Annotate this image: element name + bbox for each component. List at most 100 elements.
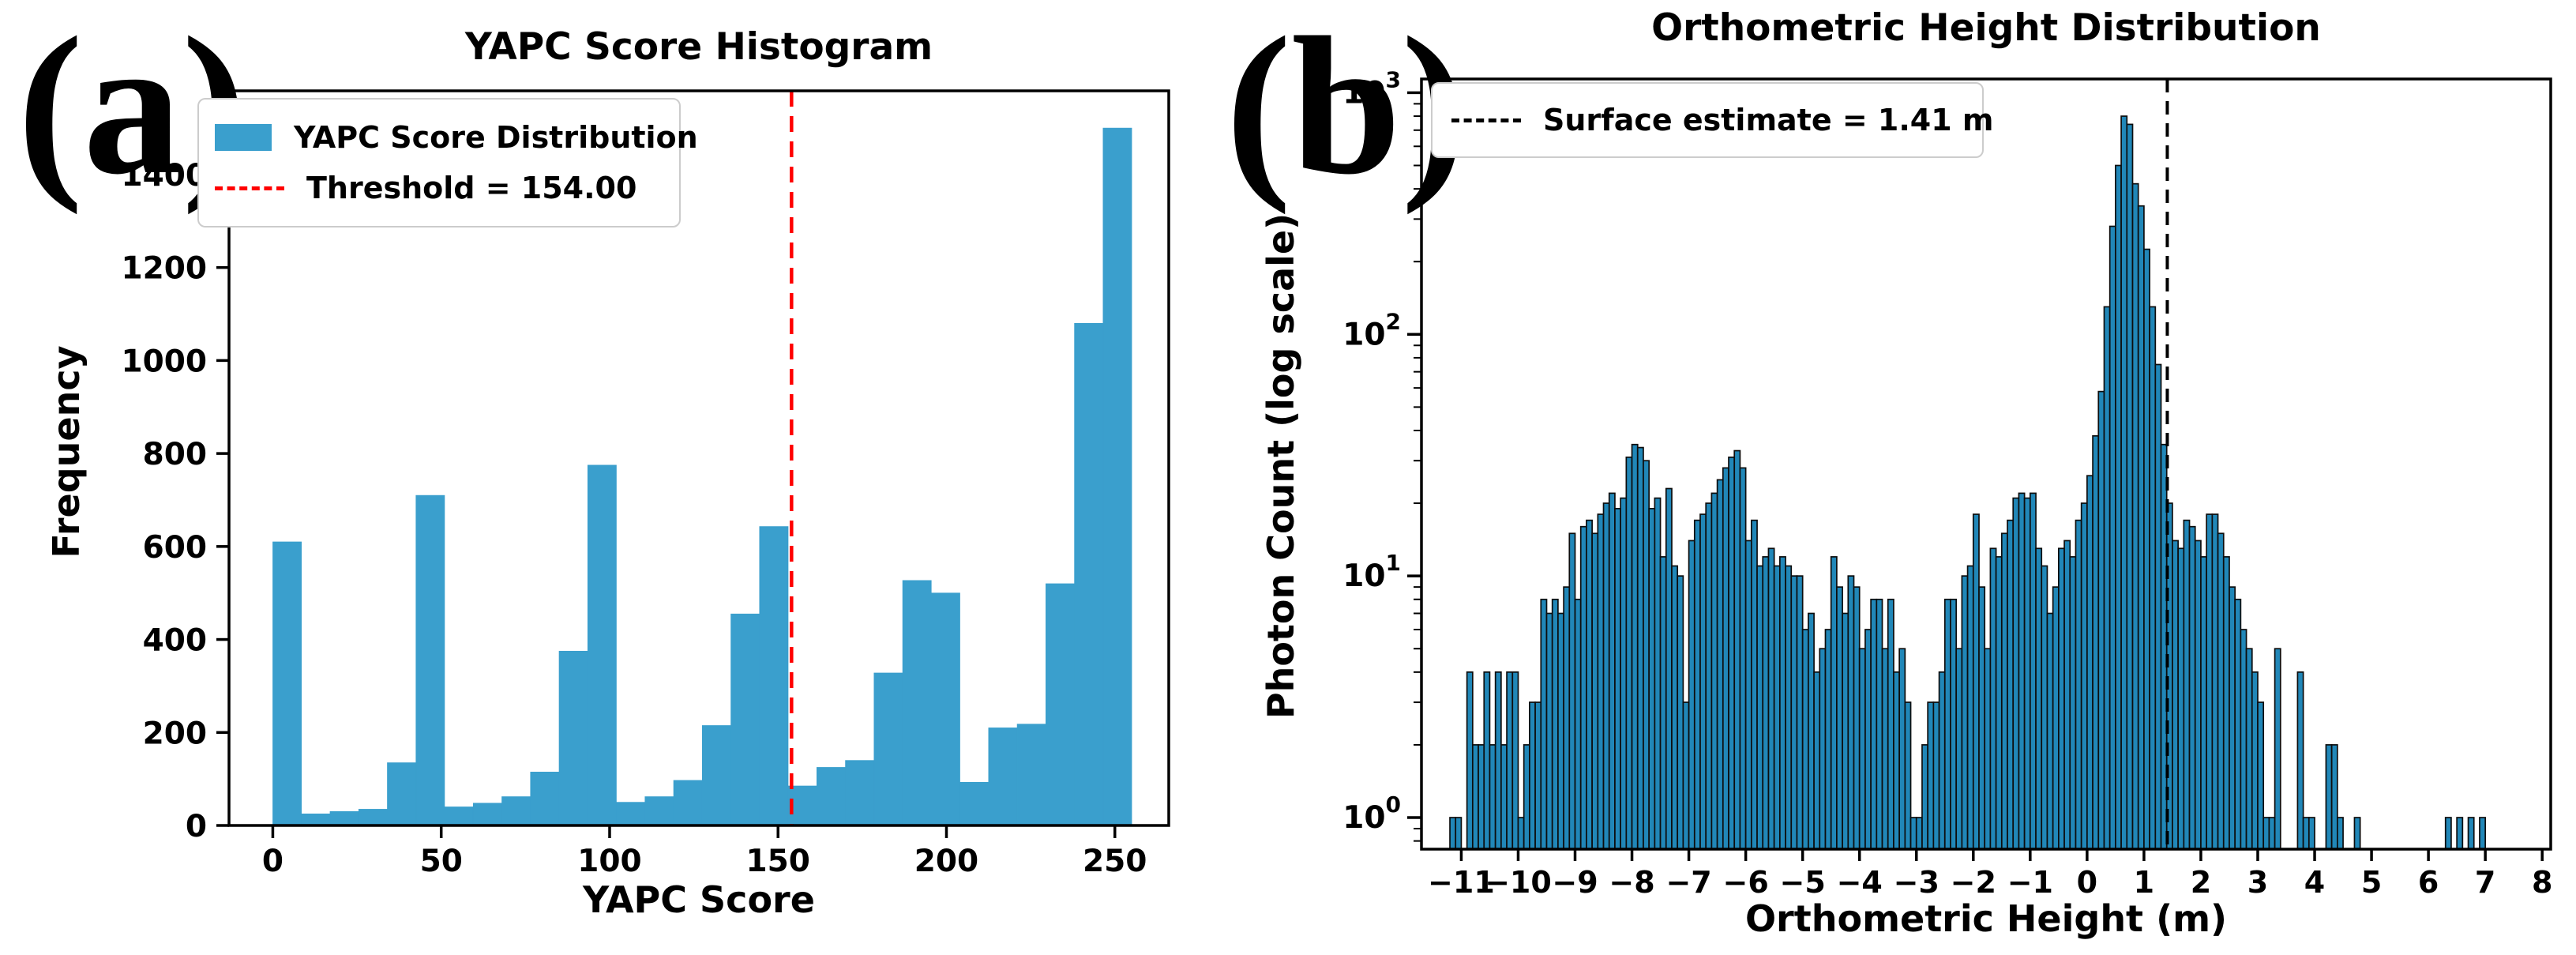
histogram-bar [1540, 598, 1548, 850]
histogram-bar [1534, 701, 1542, 850]
histogram-bar [1733, 449, 1741, 850]
histogram-bar [1915, 817, 1923, 850]
legend-row: Surface estimate = 1.41 m [1451, 103, 1994, 137]
histogram-bar [329, 811, 359, 826]
histogram-bar [2120, 115, 2128, 850]
x-tick-label: −8 [1609, 865, 1654, 900]
panel-b-label: (b) [1226, 0, 1467, 216]
chart-a-bars [272, 127, 1132, 826]
histogram-bar [2206, 513, 2214, 850]
x-tick-label: 50 [420, 844, 463, 879]
histogram-bar [2046, 612, 2054, 850]
histogram-bar [1471, 744, 1479, 850]
histogram-bar [1016, 724, 1046, 826]
histogram-bar [1881, 648, 1889, 850]
histogram-bar [2041, 565, 2048, 850]
histogram-bar [1739, 467, 1747, 850]
y-tick-label: 103 [1342, 66, 1401, 111]
histogram-bar [673, 780, 703, 826]
x-tick-label: −3 [1894, 865, 1940, 900]
chart-b-legend: Surface estimate = 1.41 m [1431, 82, 1994, 158]
y-tick-label: 1200 [121, 251, 207, 287]
histogram-bar [1808, 612, 1815, 850]
chart-b-x-ticks: −11−10 −9 −8 −7 −6 −5 −4 −3 −2 −1 0 1 2 3 4 5 6 7 8 [1428, 849, 2552, 900]
x-tick-label: 100 [577, 844, 641, 879]
histogram-bar [2234, 598, 2242, 850]
histogram-bar [1625, 456, 1633, 850]
histogram-bar [2086, 475, 2093, 850]
histogram-bar [1579, 525, 1587, 850]
x-tick-label: −4 [1837, 865, 1883, 900]
y-tick-label: 101 [1342, 550, 1401, 594]
histogram-bar [2456, 817, 2464, 850]
histogram-bar [1102, 127, 1132, 826]
histogram-bar [2035, 547, 2043, 850]
legend-dashed-line-icon [215, 186, 284, 190]
histogram-bar [2149, 306, 2157, 850]
histogram-bar [2154, 363, 2162, 850]
histogram-bar [2103, 306, 2111, 850]
histogram-bar [1955, 648, 1963, 850]
histogram-bar [1563, 586, 1571, 850]
histogram-bar [1489, 744, 1496, 850]
histogram-bar [2308, 817, 2315, 850]
x-tick-label: −9 [1552, 865, 1598, 900]
x-tick-label: −7 [1665, 865, 1711, 900]
x-tick-label: 3 [2247, 865, 2268, 900]
histogram-bar [2052, 586, 2060, 850]
histogram-bar [1529, 701, 1536, 850]
histogram-bar [2194, 540, 2202, 850]
histogram-bar [2007, 519, 2015, 850]
plot-area [1420, 77, 2552, 851]
histogram-bar [1876, 598, 1883, 850]
histogram-bar [1864, 629, 1872, 850]
histogram-bar [1790, 575, 1798, 850]
plot-area [227, 89, 1170, 827]
histogram-bar [816, 767, 846, 826]
histogram-bar [1796, 575, 1804, 850]
histogram-bar [873, 672, 903, 826]
histogram-bar [2200, 556, 2208, 850]
histogram-bar [1677, 575, 1684, 850]
histogram-bar [1938, 671, 1946, 850]
chart-a-x-ticks: 0 50 100 150 200 250 [262, 825, 1147, 879]
histogram-bar [1943, 598, 1951, 850]
histogram-bar [2023, 497, 2031, 850]
histogram-bar [2131, 182, 2139, 850]
chart-b-y-ticks: 100 101 102 103 [1342, 66, 1421, 836]
histogram-bar [2262, 817, 2270, 850]
histogram-bar [616, 802, 646, 826]
histogram-bar [2444, 817, 2452, 850]
y-tick-label: 800 [143, 437, 207, 472]
histogram-bar [2092, 434, 2100, 850]
y-tick-label: 0 [186, 809, 207, 844]
y-tick-label: 600 [143, 530, 207, 566]
histogram-bar [2240, 629, 2247, 850]
x-tick-label: −6 [1722, 865, 1768, 900]
histogram-bar [387, 762, 417, 826]
histogram-bar [1545, 612, 1553, 850]
histogram-bar [1631, 443, 1639, 850]
histogram-bar [2268, 817, 2276, 850]
histogram-bar [1858, 648, 1866, 850]
histogram-bar [845, 760, 875, 826]
histogram-bar [2018, 492, 2026, 850]
histogram-bar [2229, 586, 2236, 850]
histogram-bar [1511, 671, 1519, 850]
chart-b-yaxis-label: Photon Count (log scale) [1260, 212, 1302, 720]
legend-label: Surface estimate = 1.41 m [1543, 103, 1994, 137]
histogram-bar [759, 526, 789, 826]
chart-b-y-minor-ticks [1414, 103, 1421, 842]
histogram-bar [1750, 519, 1758, 850]
histogram-bar [1597, 513, 1605, 850]
histogram-bar [2172, 540, 2179, 850]
histogram-bar [272, 541, 302, 826]
histogram-bar [1801, 629, 1809, 850]
histogram-bar [472, 803, 502, 826]
histogram-bar [2000, 532, 2008, 850]
histogram-bar [1608, 492, 1616, 850]
x-tick-label: −5 [1780, 865, 1826, 900]
x-tick-label: 6 [2418, 865, 2439, 900]
histogram-bar [1773, 565, 1781, 850]
histogram-bar [701, 725, 731, 826]
